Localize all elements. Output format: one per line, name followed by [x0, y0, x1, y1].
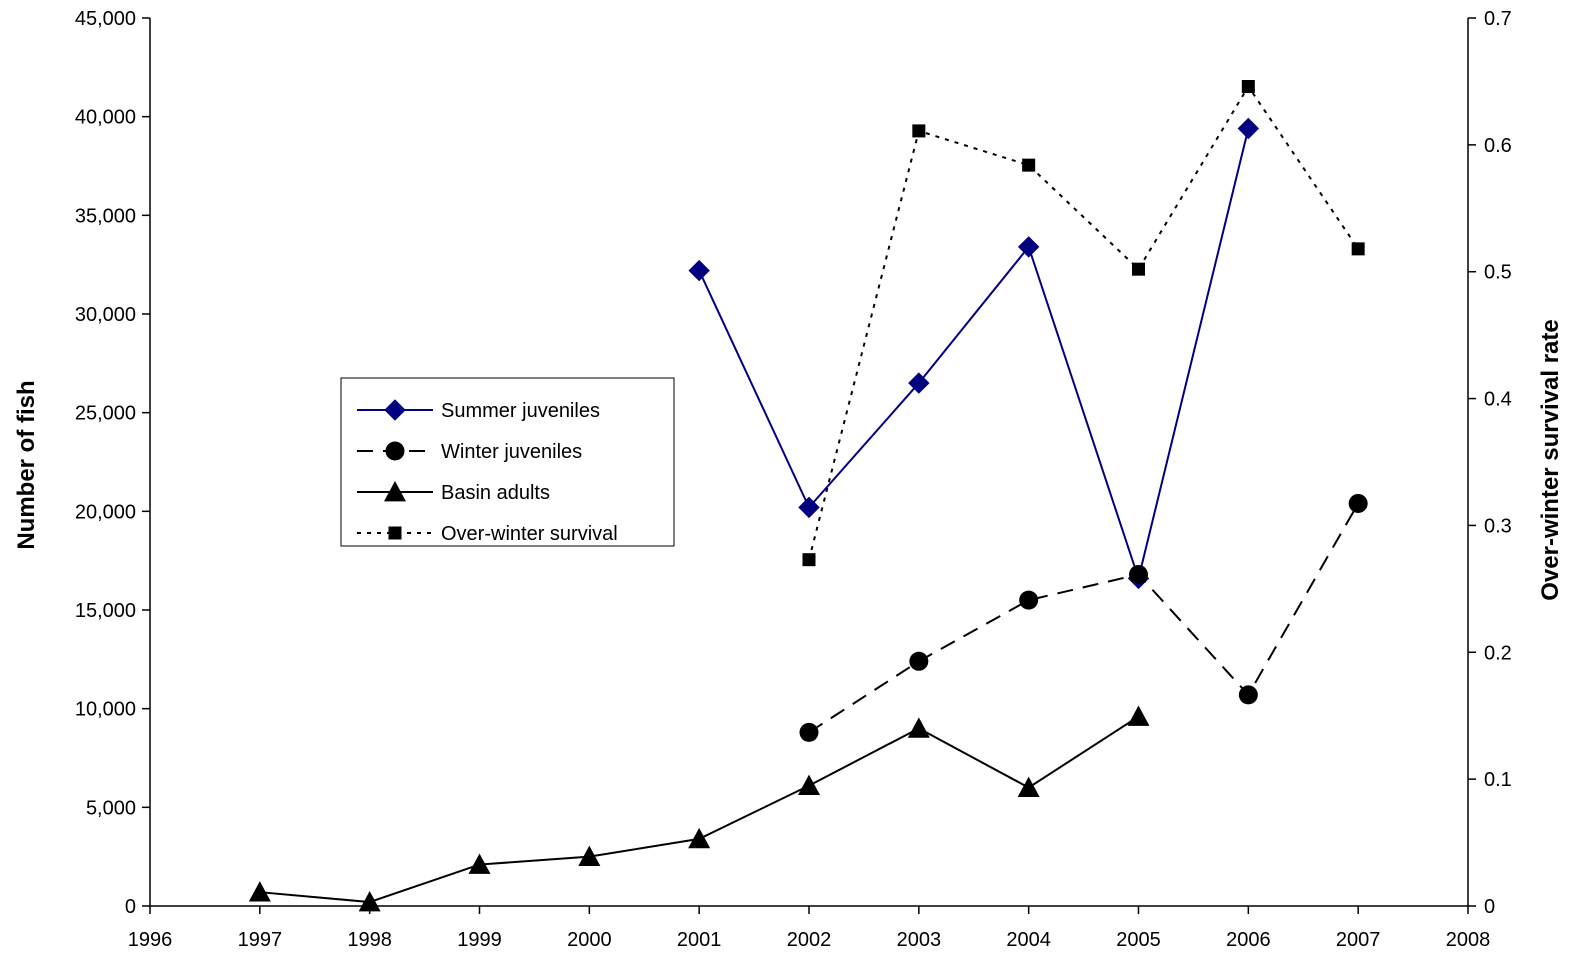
legend-label: Over-winter survival	[441, 523, 618, 545]
y2-tick-label: 0.2	[1484, 642, 1512, 664]
data-point-triangle	[578, 845, 601, 867]
data-point-circle	[909, 651, 929, 671]
x-tick-label: 1997	[238, 929, 283, 951]
y-tick-label: 5,000	[86, 797, 136, 819]
x-tick-label: 1996	[128, 929, 173, 951]
data-point-triangle	[688, 827, 711, 849]
y-tick-label: 25,000	[75, 403, 136, 425]
y-tick-label: 40,000	[75, 107, 136, 129]
data-point-circle	[1129, 564, 1148, 584]
data-point-circle	[1019, 590, 1039, 610]
y-tick-label: 0	[125, 896, 136, 918]
y-tick-label: 15,000	[75, 600, 136, 622]
x-tick-label: 1998	[347, 929, 392, 951]
y-axis-title: Number of fish	[13, 380, 40, 549]
legend-swatch-marker	[384, 399, 406, 421]
data-point-square	[1241, 80, 1255, 94]
data-point-triangle	[1017, 776, 1040, 797]
series-markers	[248, 80, 1368, 912]
x-tick-label: 2008	[1446, 929, 1491, 951]
data-point-triangle	[907, 717, 930, 738]
y2-tick-label: 0.1	[1484, 769, 1512, 791]
y2-tick-label: 0.3	[1484, 515, 1512, 537]
data-point-triangle	[1127, 705, 1150, 726]
data-point-square	[912, 124, 926, 138]
data-point-diamond	[1017, 236, 1040, 258]
data-point-diamond	[908, 372, 930, 394]
legend-swatch-marker	[384, 481, 406, 502]
legend-label: Summer juveniles	[441, 400, 600, 422]
y2-axis-title: Over-winter survival rate	[1537, 319, 1564, 600]
y-tick-label: 10,000	[75, 699, 136, 721]
x-tick-label: 2003	[897, 929, 942, 951]
x-tick-label: 1999	[457, 929, 502, 951]
data-point-triangle	[248, 881, 271, 902]
y-tick-label: 45,000	[75, 8, 136, 30]
x-tick-label: 2004	[1006, 929, 1051, 951]
x-tick-label: 2001	[677, 929, 722, 951]
y-tick-label: 20,000	[75, 501, 136, 523]
x-tick-label: 2006	[1226, 929, 1271, 951]
data-point-triangle	[468, 853, 491, 874]
legend-label: Winter juveniles	[441, 441, 582, 463]
y-tick-label: 35,000	[75, 205, 136, 227]
y2-tick-label: 0.4	[1484, 389, 1512, 411]
x-tick-label: 2005	[1116, 929, 1161, 951]
data-point-square	[1132, 262, 1145, 276]
legend: Summer juveniles Winter juveniles Basin ad…	[340, 377, 675, 547]
series-line-square	[808, 84, 1359, 560]
legend-label: Basin adults	[441, 482, 550, 504]
series-line-circle	[808, 502, 1360, 734]
x-tick-label: 2000	[567, 929, 612, 951]
data-point-diamond	[798, 496, 820, 519]
y2-tick-label: 0.6	[1484, 135, 1512, 157]
data-point-square	[802, 553, 816, 567]
data-point-triangle	[798, 774, 820, 795]
data-point-circle	[799, 722, 819, 742]
y2-tick-label: 0	[1484, 896, 1495, 918]
data-point-diamond	[1237, 117, 1260, 140]
legend-swatch-marker	[388, 526, 402, 540]
data-point-square	[1022, 158, 1036, 172]
x-tick-label: 2007	[1336, 929, 1381, 951]
y2-tick-label: 0.7	[1484, 8, 1512, 30]
data-point-square	[1351, 242, 1365, 256]
y2-tick-label: 0.5	[1484, 262, 1512, 284]
data-point-circle	[1348, 493, 1368, 513]
data-point-diamond	[688, 259, 710, 282]
x-tick-label: 2002	[787, 929, 832, 951]
data-point-triangle	[358, 891, 381, 912]
series-line-diamond	[698, 128, 1250, 583]
data-point-circle	[1238, 685, 1258, 705]
y-tick-label: 30,000	[75, 304, 136, 326]
axes: 0 5,000 10,000 15,000 20,000 25,000 30,000 35,0…	[75, 8, 1512, 951]
legend-swatch-marker	[385, 441, 405, 461]
